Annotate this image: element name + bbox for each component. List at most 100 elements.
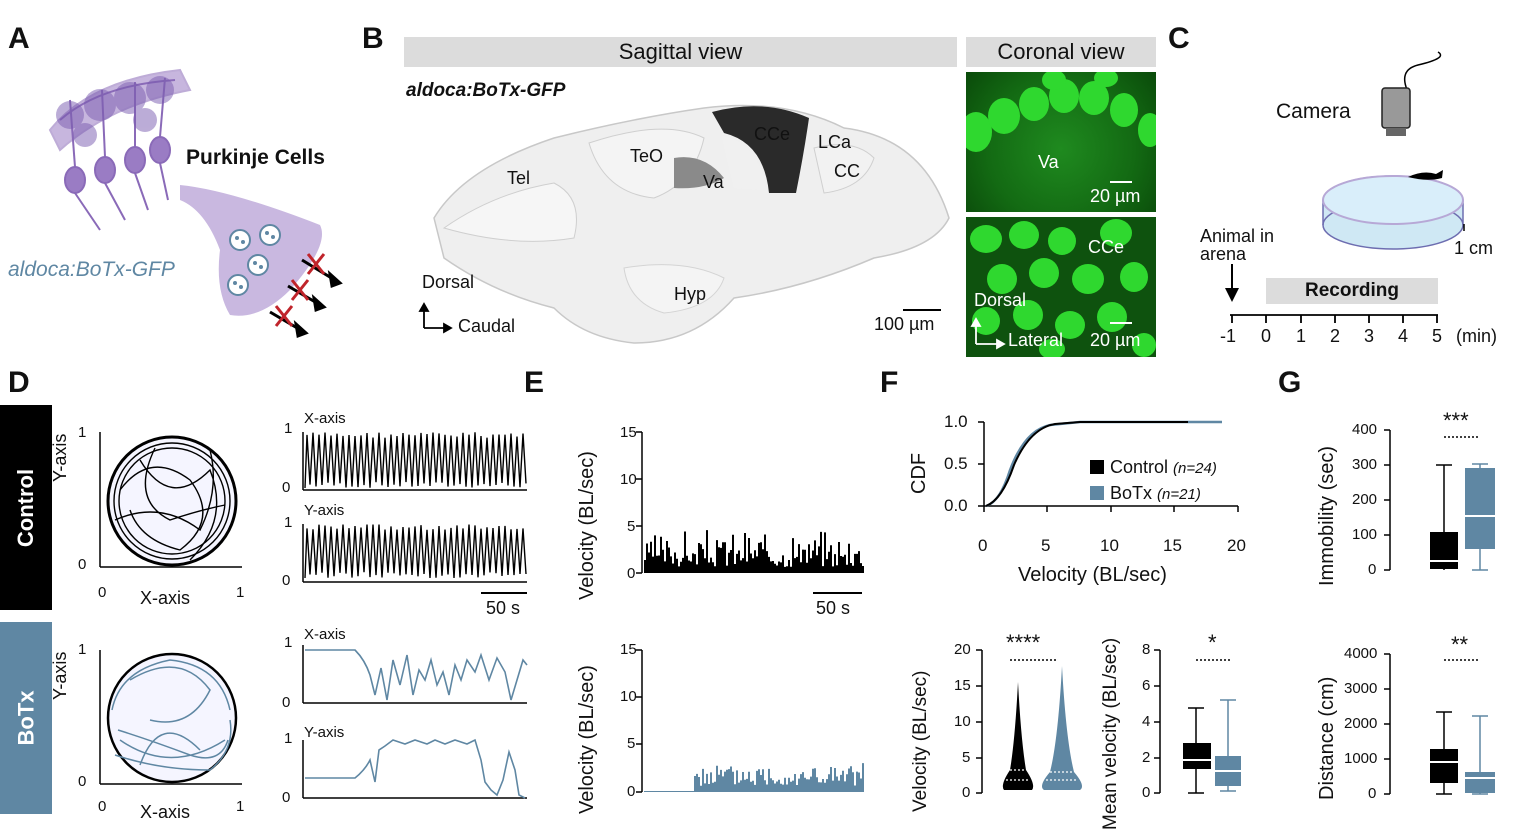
animal-label-line2: arena (1200, 244, 1247, 264)
box-tick-8: 8 (1142, 641, 1151, 658)
dist-tick-0: 0 (1368, 785, 1377, 802)
cdf-tick-0: 0.0 (944, 496, 968, 515)
legend-control-text: Control (1110, 457, 1169, 477)
camera-label: Camera (1276, 100, 1351, 123)
vel-ctrl-ylabel: Velocity (BL/sec) (576, 451, 598, 600)
timeline-tick-2: 2 (1330, 326, 1341, 346)
scale-bar-coronal-bottom (1110, 322, 1132, 324)
cdf-xtick-20: 20 (1227, 536, 1246, 555)
traj-ctrl-xlabel: X-axis (140, 588, 191, 608)
cdf-xtick-5: 5 (1041, 536, 1051, 555)
timeline-tick-0: 0 (1261, 326, 1272, 346)
dist-ylabel: Distance (cm) (1316, 676, 1338, 800)
vel-ctrl-tick10: 10 (620, 471, 637, 488)
timeline-tick-1: 1 (1296, 326, 1307, 346)
coronal-orientation-arrows-icon (970, 317, 1006, 350)
immobility-distance-plots (1384, 429, 1495, 795)
traj-ctrl-ylabel: Y-axis (50, 433, 70, 482)
panel-label-d: D (8, 366, 30, 399)
box-tick-4: 4 (1142, 713, 1151, 730)
panel-label-f: F (880, 366, 899, 399)
legend-botx-n: (n=21) (1157, 486, 1201, 503)
vel-ctrl-tick5: 5 (627, 518, 636, 535)
position-traces (302, 432, 528, 799)
trace-botx-x-tick1: 1 (284, 634, 293, 651)
traj-ctrl-xtick1: 1 (236, 584, 245, 601)
genotype-label-b: aldoca:BoTx-GFP (406, 80, 566, 101)
vel-botx-tick0: 0 (627, 783, 636, 800)
region-cc: CC (834, 161, 860, 181)
traj-ctrl-ytick1: 1 (78, 424, 87, 441)
violin-tick-5: 5 (962, 749, 971, 766)
trace-botx-y-tick0: 0 (282, 789, 291, 806)
box-ylabel: Mean velocity (BL/sec) (1100, 637, 1121, 830)
vel-botx-tick10: 10 (620, 688, 637, 705)
legend-botx-text: BoTx (1110, 483, 1153, 503)
panel-label-a: A (8, 22, 30, 55)
timeline-unit: (min) (1456, 326, 1497, 346)
sagittal-view-title: Sagittal view (404, 37, 957, 67)
traj-botx-xtick0: 0 (98, 798, 107, 815)
violin-tick-10: 10 (954, 713, 971, 730)
vel-botx-tick15: 15 (620, 641, 637, 658)
panel-label-e: E (524, 366, 545, 399)
region-cce: CCe (754, 124, 791, 144)
vel-ctrl-tick15: 15 (620, 424, 637, 441)
coronal-top-region: Va (1038, 152, 1059, 172)
trajectory-plots (99, 432, 242, 785)
control-row-label: Control (0, 405, 52, 610)
immob-significance: *** (1443, 408, 1469, 433)
traj-ctrl-xtick0: 0 (98, 584, 107, 601)
sagittal-brain-image (433, 104, 950, 344)
box-tick-6: 6 (1142, 677, 1151, 694)
box-tick-2: 2 (1142, 749, 1151, 766)
panel-label-g: G (1278, 366, 1302, 399)
trace-ctrl-x-tick0: 0 (282, 479, 291, 496)
violin-tick-15: 15 (954, 677, 971, 694)
timeline-tick-m1: -1 (1220, 326, 1237, 346)
scale-sagittal-label: 100 µm (874, 314, 935, 334)
legend-control: Control (n=24) (1110, 457, 1217, 478)
trace-scale-label: 50 s (486, 598, 521, 618)
cdf-xtick-15: 15 (1163, 536, 1182, 555)
coronal-top-cells (966, 72, 1156, 152)
purkinje-cells-label: Purkinje Cells (186, 146, 325, 169)
legend-control-n: (n=24) (1173, 460, 1217, 477)
botx-label-text: BoTx (13, 690, 38, 746)
recording-bar: Recording (1266, 278, 1438, 304)
coronal-bottom-cells (970, 219, 1156, 357)
trace-ctrl-y-tick0: 0 (282, 572, 291, 589)
dist-tick-4000: 4000 (1344, 645, 1378, 662)
traj-botx-xlabel: X-axis (140, 802, 191, 822)
immob-ylabel: Immobility (sec) (1316, 445, 1338, 586)
region-teo: TeO (630, 146, 664, 166)
dist-tick-2000: 2000 (1344, 715, 1378, 732)
panel-label-b: B (362, 22, 384, 55)
dist-tick-1000: 1000 (1344, 750, 1378, 767)
cdf-ylabel: CDF (908, 452, 930, 494)
coronal-bottom-scale: 20 µm (1090, 330, 1141, 350)
immob-tick-200: 200 (1352, 491, 1378, 508)
control-label-text: Control (13, 468, 39, 547)
genotype-label-a: aldoca:BoTx-GFP (8, 258, 175, 281)
trace-botx-x-label: X-axis (304, 626, 346, 643)
animal-in-arrow-icon (1225, 264, 1239, 302)
trace-ctrl-y-tick1: 1 (284, 514, 293, 531)
violin-tick-20: 20 (954, 641, 971, 658)
coronal-view-title: Coronal view (966, 37, 1156, 67)
dist-tick-3000: 3000 (1344, 680, 1378, 697)
vel-botx-tick5: 5 (627, 735, 636, 752)
timeline-tick-4: 4 (1398, 326, 1409, 346)
axis-caudal-label: Caudal (458, 316, 516, 336)
violin-tick-0: 0 (962, 784, 971, 801)
trace-ctrl-x-label: X-axis (304, 410, 346, 427)
vel-scale-label: 50 s (816, 598, 851, 618)
timeline-axis (1230, 314, 1438, 323)
box-significance: * (1208, 630, 1217, 655)
legend-botx: BoTx (n=21) (1110, 483, 1201, 504)
cdf-xtick-10: 10 (1100, 536, 1119, 555)
violin-ylabel: Velocity (BL/sec) (910, 670, 931, 813)
coronal-top-scale: 20 µm (1090, 186, 1141, 206)
cdf-and-stats-plots (976, 420, 1241, 794)
violin-significance: **** (1006, 630, 1041, 655)
